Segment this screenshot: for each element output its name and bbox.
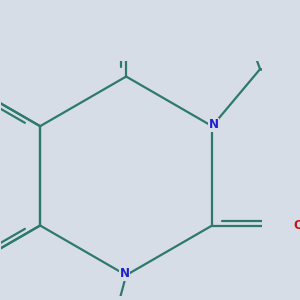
Text: N: N	[120, 267, 130, 280]
Text: N: N	[208, 118, 218, 131]
Text: O: O	[293, 219, 300, 232]
